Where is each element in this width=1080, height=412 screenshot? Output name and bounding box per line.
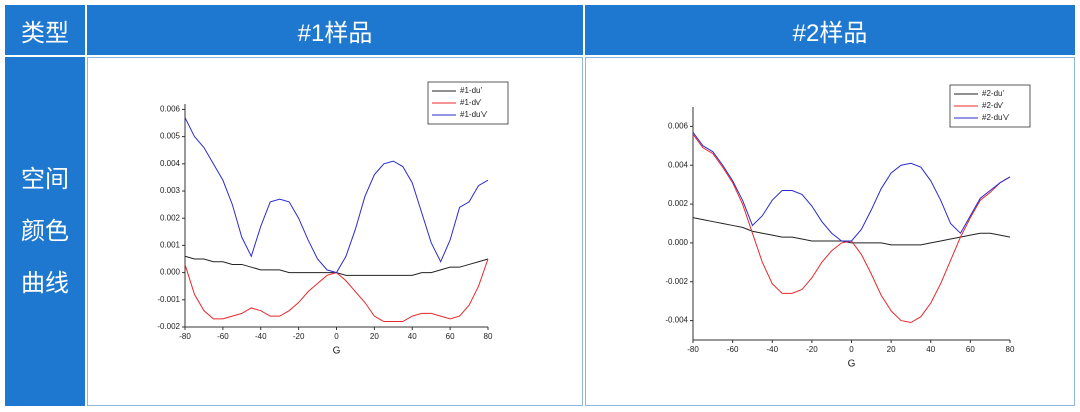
y-tick-label: 0.002 — [160, 213, 181, 222]
y-tick-label: 0.001 — [160, 241, 181, 250]
legend-label: #1-du'v' — [460, 110, 488, 119]
row-label: 颜色 — [21, 217, 69, 245]
x-tick-label: -20 — [293, 332, 305, 341]
y-tick-label: -0.002 — [157, 322, 180, 331]
y-tick-label: 0.004 — [160, 159, 181, 168]
legend-label: #1-dv' — [460, 98, 482, 107]
y-tick-label: 0.005 — [160, 132, 181, 141]
y-tick-label: -0.002 — [665, 277, 688, 286]
x-tick-label: -40 — [255, 332, 267, 341]
x-tick-label: -80 — [179, 332, 191, 341]
x-tick-label: 20 — [887, 345, 896, 354]
y-tick-label: 0.006 — [668, 122, 689, 131]
series-line — [692, 217, 1011, 246]
x-tick-label: 60 — [446, 332, 455, 341]
y-tick-label: 0.003 — [160, 186, 181, 195]
y-tick-label: 0.006 — [160, 105, 181, 114]
x-tick-label: -60 — [727, 345, 739, 354]
header-cell: #1样品 — [87, 5, 583, 55]
x-tick-label: -80 — [687, 345, 699, 354]
row-label: 空间 — [21, 165, 69, 193]
legend-label: #2-du' — [982, 89, 1004, 98]
legend-label: #2-du'v' — [982, 113, 1010, 122]
header-text: #1样品 — [297, 19, 373, 47]
x-axis-label: G — [333, 346, 341, 357]
x-tick-label: 0 — [849, 345, 854, 354]
x-tick-label: 80 — [484, 332, 493, 341]
x-tick-label: 60 — [966, 345, 975, 354]
header-text: 类型 — [21, 19, 69, 47]
y-tick-label: 0.004 — [668, 160, 689, 169]
x-tick-label: -40 — [766, 345, 778, 354]
series-line — [692, 131, 1011, 242]
legend-label: #2-dv' — [982, 101, 1004, 110]
y-tick-label: 0.000 — [160, 268, 181, 277]
x-tick-label: -20 — [806, 345, 818, 354]
x-tick-label: 40 — [408, 332, 417, 341]
x-tick-label: 20 — [370, 332, 379, 341]
x-tick-label: 80 — [1006, 345, 1015, 354]
x-tick-label: 40 — [926, 345, 935, 354]
y-tick-label: -0.004 — [665, 316, 688, 325]
row-label-cell: 空间 颜色 曲线 — [5, 57, 85, 406]
header-text: #2样品 — [792, 19, 868, 47]
row-label: 曲线 — [21, 269, 69, 297]
y-tick-label: 0.002 — [668, 199, 689, 208]
x-tick-label: -60 — [217, 332, 229, 341]
series-line — [184, 258, 489, 323]
series-line — [692, 133, 1011, 324]
x-axis-label: G — [848, 359, 856, 370]
x-tick-label: 0 — [334, 332, 339, 341]
header-cell: #2样品 — [585, 5, 1075, 55]
y-tick-label: 0.000 — [668, 238, 689, 247]
series-line — [184, 117, 489, 274]
legend-label: #1-du' — [460, 86, 482, 95]
header-cell: 类型 — [5, 5, 85, 55]
y-tick-label: -0.001 — [157, 295, 180, 304]
